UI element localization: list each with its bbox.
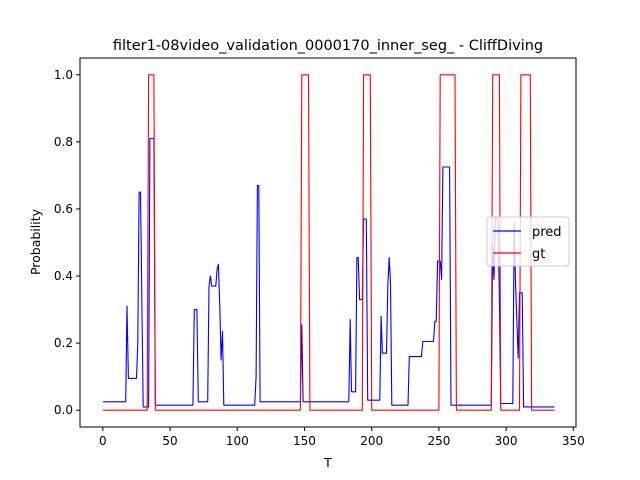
plot-lines xyxy=(102,74,555,411)
series-line-gt xyxy=(102,74,555,411)
x-tick-label: 350 xyxy=(562,434,585,448)
legend-box xyxy=(486,216,570,267)
x-axis-label: T xyxy=(323,455,332,470)
x-tick-label: 250 xyxy=(427,434,450,448)
x-tick-label: 100 xyxy=(226,434,249,448)
y-tick-label: 0.6 xyxy=(54,202,73,216)
series-line-pred xyxy=(102,137,555,408)
legend-label-pred: pred xyxy=(532,225,562,240)
x-tick-label: 0 xyxy=(99,434,107,448)
chart-title: filter1-08video_validation_0000170_inner… xyxy=(113,38,543,54)
y-axis-ticks: 0.0 0.2 0.4 0.6 0.8 1.0 xyxy=(54,68,80,417)
y-tick-label: 0.4 xyxy=(54,269,73,283)
legend-label-gt: gt xyxy=(532,247,545,262)
x-tick-label: 300 xyxy=(495,434,518,448)
legend: pred gt xyxy=(486,216,570,267)
y-axis-label: Probability xyxy=(28,208,43,275)
y-tick-label: 0.8 xyxy=(54,135,73,149)
x-tick-label: 200 xyxy=(360,434,383,448)
x-tick-label: 50 xyxy=(162,434,177,448)
y-tick-label: 1.0 xyxy=(54,68,73,82)
plot-frame xyxy=(79,57,577,428)
x-axis-ticks: 0 50 100 150 200 250 300 350 xyxy=(99,427,585,448)
y-tick-label: 0.2 xyxy=(54,336,73,350)
y-tick-label: 0.0 xyxy=(54,403,73,417)
x-tick-label: 150 xyxy=(293,434,316,448)
